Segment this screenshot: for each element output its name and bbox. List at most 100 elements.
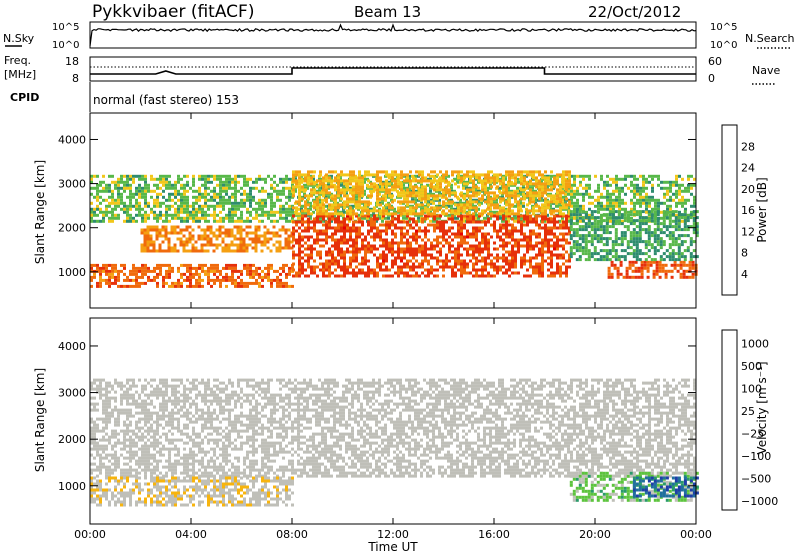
data-cell: [195, 219, 198, 223]
data-cell: [258, 272, 261, 276]
data-cell: [141, 219, 144, 223]
data-cell: [556, 253, 559, 257]
data-cell: [490, 200, 493, 204]
data-cell: [171, 266, 174, 270]
data-cell: [327, 195, 330, 199]
data-cell: [418, 262, 421, 266]
data-cell: [606, 201, 609, 205]
data-cell: [258, 198, 261, 202]
data-cell: [228, 216, 231, 220]
data-cell: [457, 268, 460, 272]
data-cell: [502, 271, 505, 275]
data-cell: [652, 272, 656, 276]
data-cell: [343, 206, 346, 210]
data-cell: [402, 189, 405, 193]
data-cell: [328, 191, 331, 195]
data-cell: [388, 241, 391, 245]
data-cell: [487, 206, 490, 210]
data-cell: [102, 263, 105, 267]
data-cell: [511, 212, 514, 216]
data-cell: [111, 201, 114, 205]
data-cell: [478, 253, 481, 257]
data-cell: [585, 189, 588, 193]
data-cell: [96, 198, 99, 202]
data-cell: [183, 201, 186, 205]
data-cell: [330, 219, 333, 223]
data-cell: [285, 281, 288, 285]
data-cell: [608, 216, 612, 220]
data-cell: [614, 249, 618, 253]
data-cell: [240, 174, 243, 178]
data-cell: [594, 204, 597, 208]
data-cell: [575, 258, 579, 262]
data-cell: [534, 189, 537, 193]
data-cell: [234, 278, 237, 282]
data-cell: [376, 173, 379, 177]
data-cell: [550, 188, 553, 192]
data-cell: [493, 191, 496, 195]
data-cell: [609, 207, 612, 211]
data-cell: [382, 194, 385, 198]
data-cell: [582, 186, 585, 190]
data-cell: [616, 269, 620, 273]
data-cell: [676, 269, 680, 273]
data-cell: [508, 262, 511, 266]
data-cell: [597, 183, 600, 187]
data-cell: [478, 197, 481, 201]
data-cell: [403, 274, 406, 278]
data-cell: [472, 268, 475, 272]
data-cell: [514, 250, 517, 254]
data-cell: [690, 204, 693, 208]
data-cell: [207, 266, 210, 270]
data-cell: [432, 192, 435, 196]
data-cell: [325, 268, 328, 272]
data-cell: [568, 241, 571, 245]
data-cell: [688, 269, 692, 273]
data-cell: [334, 185, 337, 189]
data-cell: [206, 234, 210, 238]
data-cell: [535, 253, 538, 257]
data-cell: [249, 272, 252, 276]
data-cell: [520, 197, 523, 201]
data-cell: [582, 195, 585, 199]
data-cell: [520, 188, 523, 192]
data-cell: [267, 278, 270, 282]
data-cell: [331, 271, 334, 275]
data-cell: [258, 189, 261, 193]
data-cell: [678, 210, 681, 214]
data-cell: [301, 220, 304, 224]
data-cell: [370, 185, 373, 189]
data-cell: [584, 246, 588, 250]
data-cell: [300, 207, 303, 211]
data-cell: [553, 274, 556, 278]
data-cell: [646, 269, 650, 273]
data-cell: [675, 189, 678, 193]
data-cell: [516, 186, 519, 190]
data-cell: [111, 216, 114, 220]
data-cell: [487, 220, 490, 224]
data-cell: [508, 200, 511, 204]
data-cell: [324, 204, 327, 208]
data-cell: [481, 194, 484, 198]
data-cell: [168, 186, 171, 190]
data-cell: [159, 269, 162, 273]
data-cell: [156, 272, 159, 276]
data-cell: [123, 210, 126, 214]
data-cell: [469, 176, 472, 180]
data-cell: [667, 269, 671, 273]
data-cell: [611, 255, 615, 259]
data-cell: [168, 272, 171, 276]
data-cell: [231, 201, 234, 205]
data-cell: [412, 235, 415, 239]
data-cell: [442, 259, 445, 263]
data-cell: [406, 176, 409, 180]
data-cell: [495, 201, 498, 205]
data-cell: [126, 275, 129, 279]
data-cell: [285, 272, 288, 276]
data-cell: [651, 174, 654, 178]
data-cell: [385, 274, 388, 278]
data-cell: [460, 265, 463, 269]
data-cell: [522, 204, 525, 208]
data-cell: [520, 179, 523, 183]
data-cell: [381, 180, 384, 184]
